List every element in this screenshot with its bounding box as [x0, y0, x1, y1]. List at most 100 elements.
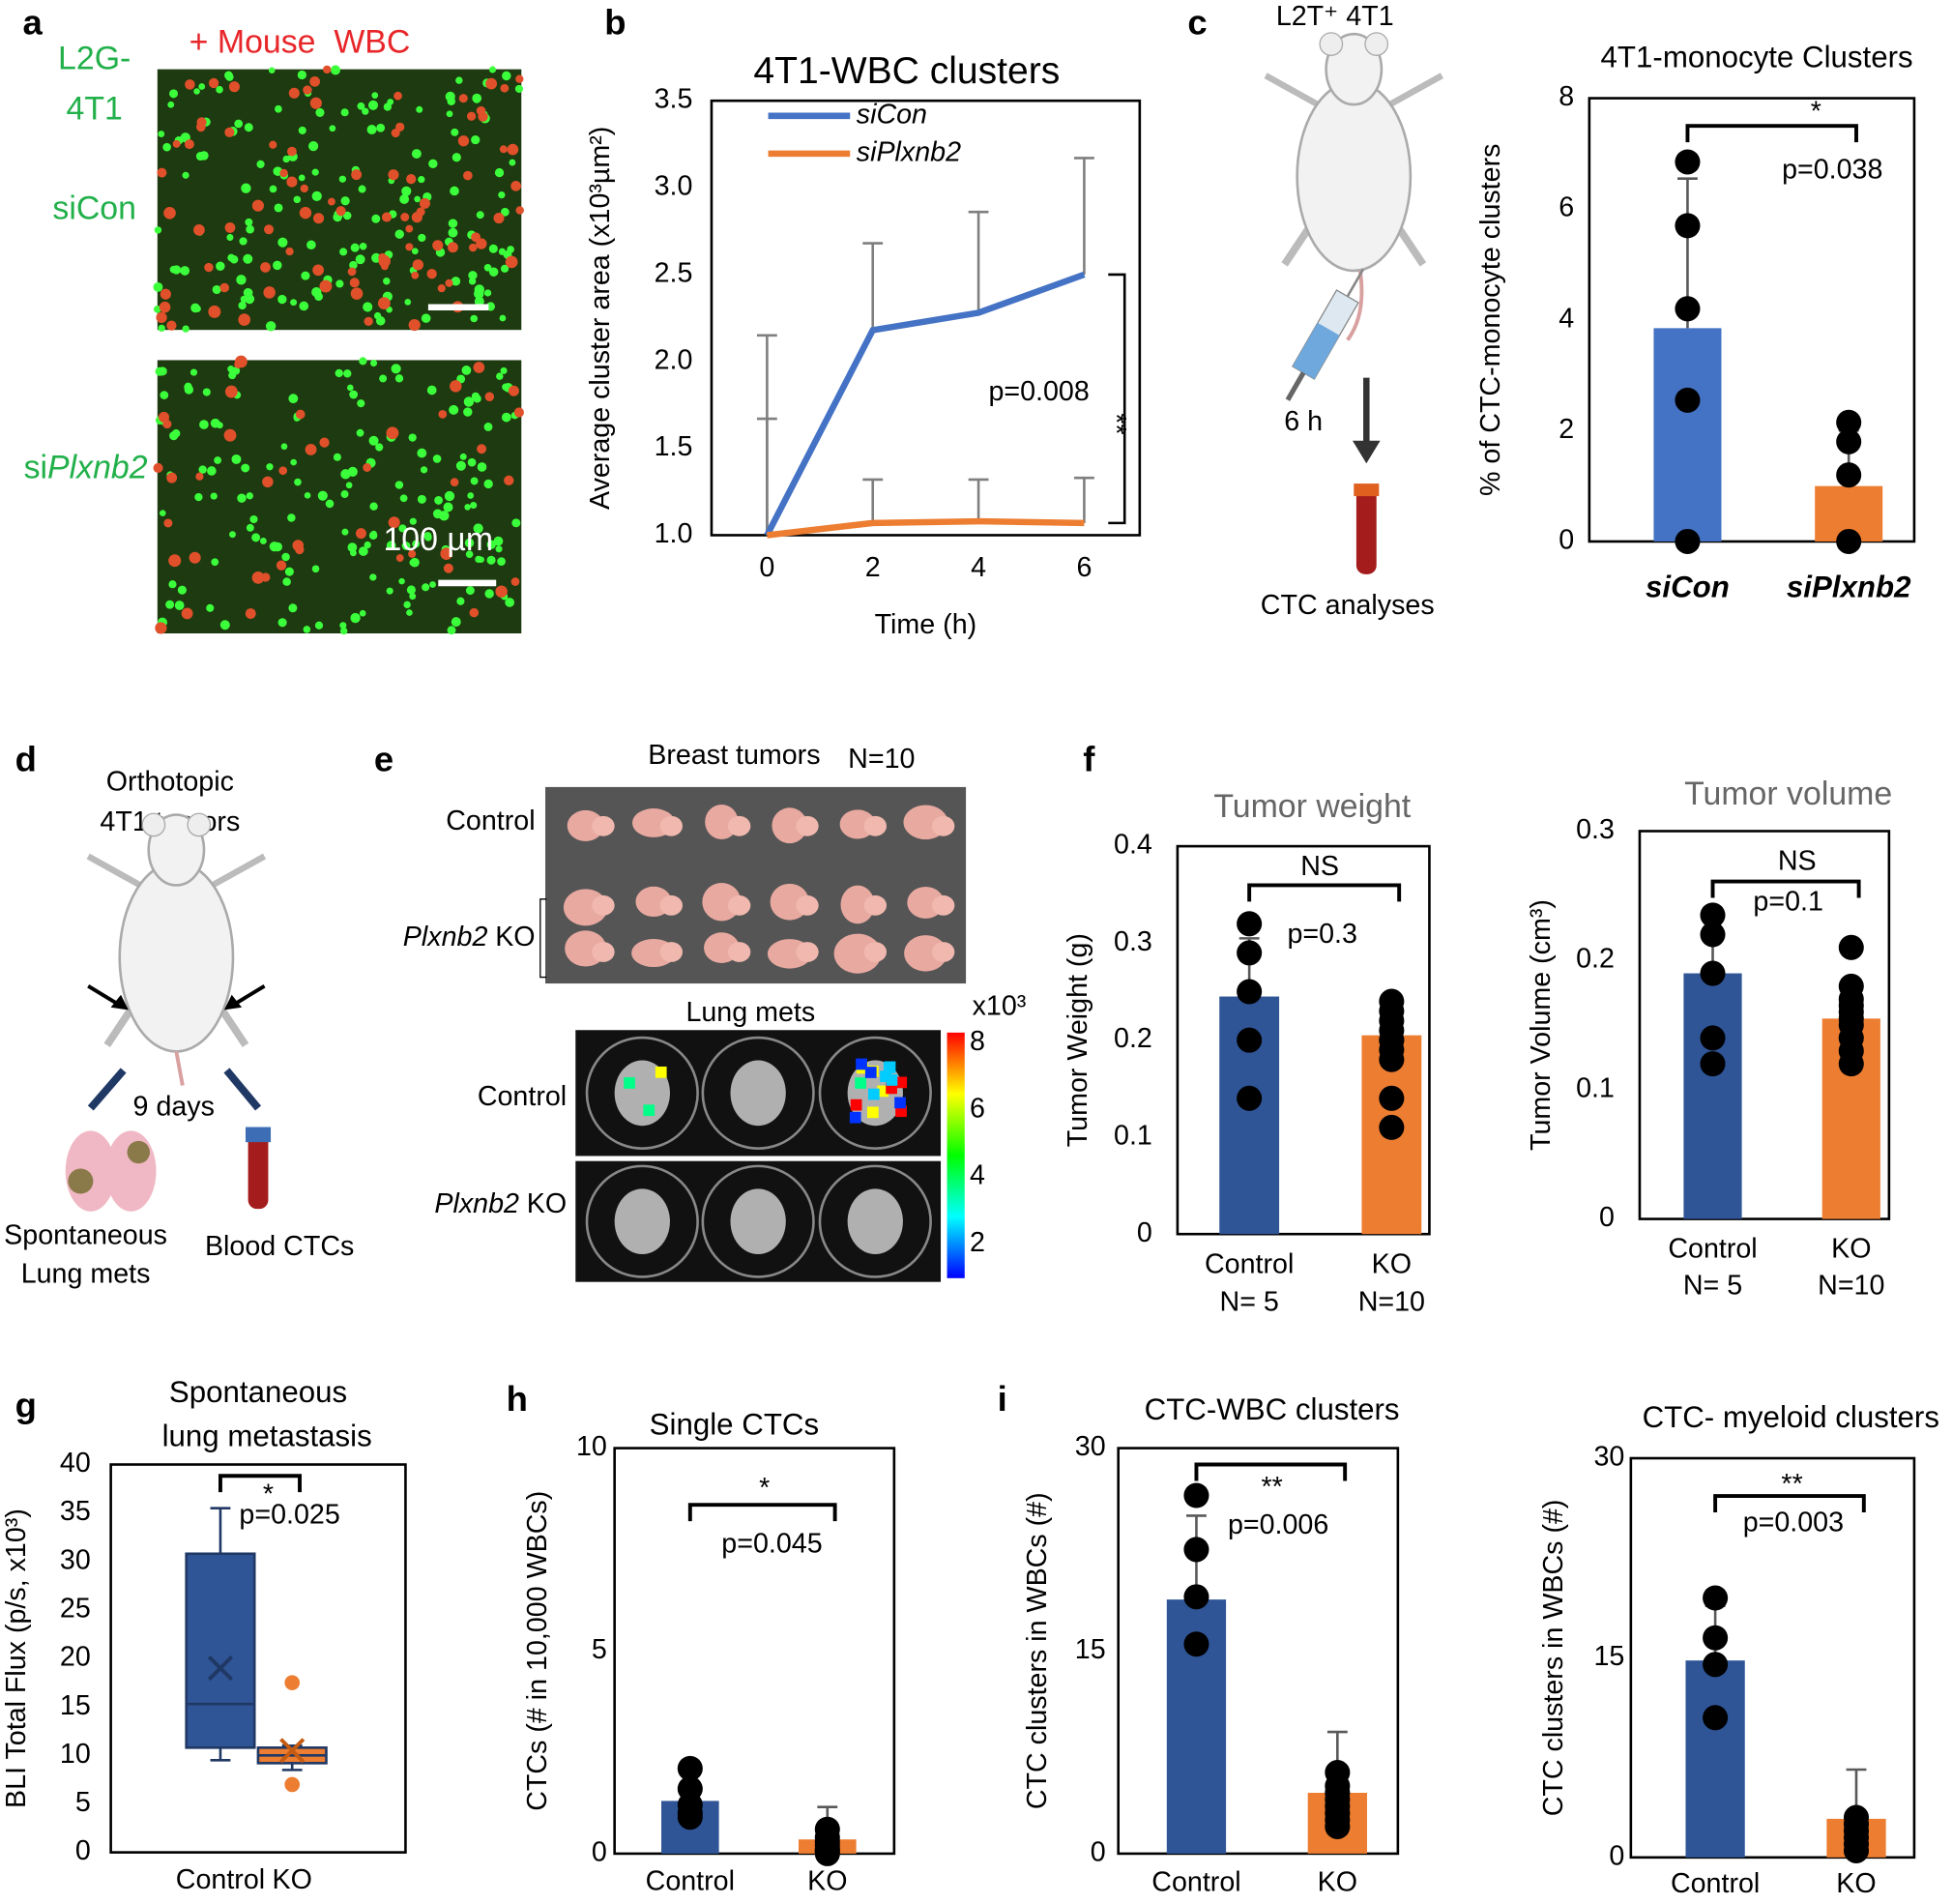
- wbc-dot: [328, 197, 335, 206]
- chart-title: CTC-WBC clusters: [1145, 1392, 1400, 1426]
- data-point: [677, 1804, 703, 1831]
- cell-dot: [470, 501, 478, 510]
- wbc-dot: [287, 146, 297, 157]
- cell-dot: [304, 491, 311, 499]
- colorbar-tick: 8: [970, 1026, 985, 1057]
- lung-signal: [730, 1188, 786, 1255]
- wbc-dot: [507, 143, 519, 156]
- wbc-dot: [224, 385, 238, 398]
- cell-dot: [498, 190, 506, 199]
- cell-dot: [282, 155, 290, 163]
- cell-dot: [311, 565, 320, 573]
- data-point: [1183, 1631, 1209, 1657]
- x-tick-label: siCon: [1646, 571, 1730, 604]
- data-point: [1379, 1046, 1405, 1072]
- cell-dot: [259, 538, 267, 544]
- cell-dot: [473, 523, 483, 534]
- plot-frame: [1588, 97, 1916, 543]
- wbc-dot: [159, 301, 171, 313]
- cell-dot: [495, 545, 503, 553]
- cell-dot: [447, 626, 456, 635]
- cell-dot: [411, 149, 422, 159]
- line: [766, 517, 1085, 539]
- panel-label: a: [22, 3, 43, 43]
- cell-dot: [444, 490, 455, 502]
- wbc-dot: [322, 65, 332, 74]
- wbc-dot: [364, 316, 373, 327]
- wbc-dot: [185, 79, 195, 90]
- cell-dot: [246, 523, 254, 532]
- n-label: N=10: [848, 744, 915, 775]
- cell-dot: [342, 211, 352, 220]
- cell-dot: [160, 391, 169, 399]
- cell-dot: [358, 185, 366, 193]
- y-tick-label: 2.0: [655, 344, 693, 375]
- wbc-dot: [208, 77, 219, 89]
- wbc-dot: [445, 278, 453, 287]
- cell-dot: [214, 456, 222, 464]
- y-tick-label: 5: [592, 1634, 607, 1665]
- micrographs: [153, 65, 524, 635]
- p-value: p=0.008: [988, 376, 1089, 407]
- cell-dot: [493, 536, 504, 546]
- y-tick-label: 10: [576, 1431, 607, 1462]
- wbc-dot: [405, 243, 414, 251]
- cell-dot: [464, 538, 475, 548]
- cell-dot: [411, 248, 419, 255]
- cell-dot: [394, 229, 404, 239]
- wbc-dot: [476, 238, 487, 249]
- cell-dot: [288, 603, 298, 613]
- cell-dot: [290, 458, 297, 466]
- wbc-dot: [378, 252, 387, 262]
- cell-dot: [448, 219, 458, 228]
- y-tick-label: 0.1: [1576, 1072, 1615, 1103]
- plot-frame: [1629, 1456, 1916, 1860]
- cell-label: 4T1: [67, 91, 123, 128]
- wbc-dot: [189, 551, 201, 564]
- bli-pixel: [864, 1067, 877, 1078]
- y-axis-label: Tumor Weight (g): [1063, 933, 1093, 1147]
- cell-dot: [229, 531, 236, 539]
- cell-dot: [488, 267, 499, 277]
- cell-dot: [282, 577, 291, 586]
- tumor: [863, 942, 888, 962]
- p-value: p=0.045: [721, 1528, 822, 1559]
- cell-dot: [177, 585, 187, 595]
- wbc-dot: [276, 560, 287, 571]
- cell-dot: [451, 277, 461, 286]
- bar: [1653, 328, 1722, 542]
- cell-dot: [349, 549, 357, 557]
- chart-title: CTC- myeloid clusters: [1643, 1400, 1939, 1434]
- wbc-dot: [484, 392, 495, 402]
- wbc-dot: [351, 169, 363, 181]
- cell-dot: [239, 237, 248, 246]
- cell-dot: [158, 131, 165, 137]
- wbc-dot: [262, 476, 274, 488]
- data-point: [1379, 1085, 1405, 1111]
- cell-dot: [409, 593, 417, 600]
- cell-dot: [514, 84, 524, 93]
- y-tick-label: 40: [60, 1448, 91, 1479]
- cell-dot: [202, 388, 211, 396]
- data-point: [1703, 1705, 1729, 1731]
- x-tick-label: 4: [971, 552, 986, 583]
- wbc-dot: [393, 91, 402, 101]
- y-tick-label: 4: [1559, 303, 1574, 334]
- cell-dot: [500, 264, 510, 273]
- y-tick-label: 15: [1075, 1634, 1106, 1665]
- cell-dot: [224, 71, 233, 80]
- cell-dot: [505, 598, 515, 607]
- cell-dot: [245, 218, 253, 226]
- cell-dot: [194, 492, 203, 502]
- dishes: [585, 1036, 932, 1278]
- dish: [585, 1164, 699, 1278]
- wbc-dot: [234, 360, 243, 368]
- data-point: [1836, 409, 1862, 435]
- cell-dot: [359, 357, 367, 366]
- cell-dot: [238, 301, 247, 310]
- cell-dot: [404, 299, 412, 306]
- data-point: [677, 1755, 703, 1781]
- wbc-dot: [312, 264, 324, 277]
- cell-dot: [219, 620, 230, 630]
- cell-dot: [463, 396, 475, 407]
